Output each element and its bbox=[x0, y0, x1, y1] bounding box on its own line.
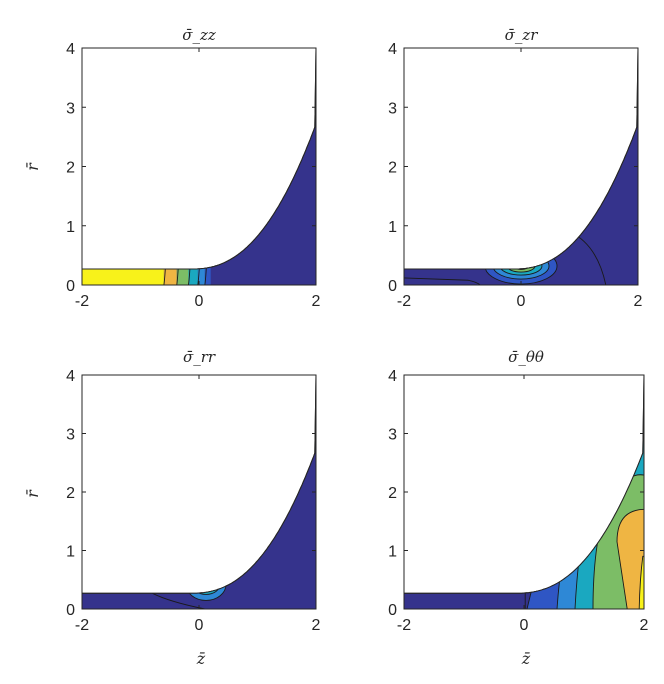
contour-plot-area bbox=[404, 48, 638, 285]
body-outline bbox=[82, 375, 316, 609]
contour-plot-area bbox=[82, 48, 316, 285]
y-tick-label: 0 bbox=[388, 278, 397, 295]
contour-band bbox=[203, 582, 209, 587]
contour-band bbox=[176, 225, 189, 285]
contour-band bbox=[196, 577, 216, 591]
y-tick-label: 2 bbox=[66, 485, 75, 502]
x-tick-label: -2 bbox=[397, 293, 411, 310]
contour-band bbox=[163, 225, 177, 285]
panel-title: σ̄_θθ bbox=[508, 348, 544, 366]
contour-band bbox=[517, 263, 525, 269]
y-tick-label: 0 bbox=[66, 602, 75, 619]
x-axis-label: z̄ bbox=[521, 649, 531, 668]
y-tick-label: 0 bbox=[66, 278, 75, 295]
y-axis-label: r̄ bbox=[23, 489, 42, 498]
contour-band bbox=[638, 555, 644, 609]
contour-band bbox=[185, 567, 227, 601]
y-axis-label: r̄ bbox=[23, 162, 42, 171]
contour-band bbox=[191, 573, 221, 595]
x-tick-label: 2 bbox=[640, 617, 649, 634]
x-tick-label: 0 bbox=[520, 617, 529, 634]
contour-band bbox=[506, 259, 536, 273]
body-outline bbox=[82, 48, 316, 285]
contour-band bbox=[200, 580, 212, 589]
contour-line bbox=[404, 277, 481, 285]
y-tick-label: 1 bbox=[66, 544, 75, 561]
contour-band bbox=[188, 225, 198, 285]
x-tick-label: 0 bbox=[195, 293, 204, 310]
contour-plot-area bbox=[82, 375, 316, 609]
panel-title: σ̄_rr bbox=[183, 348, 216, 366]
body-outline bbox=[404, 375, 644, 609]
x-axis-label: z̄ bbox=[196, 649, 206, 668]
contour-plot-area bbox=[404, 375, 644, 609]
x-tick-label: 2 bbox=[312, 617, 321, 634]
y-tick-label: 4 bbox=[66, 41, 75, 58]
y-tick-label: 0 bbox=[388, 602, 397, 619]
x-tick-label: -2 bbox=[75, 293, 89, 310]
panel-title: σ̄_zr bbox=[505, 26, 539, 44]
y-tick-label: 4 bbox=[388, 41, 397, 58]
body-region bbox=[82, 375, 316, 609]
y-tick-label: 3 bbox=[388, 427, 397, 444]
x-tick-label: 0 bbox=[517, 293, 526, 310]
y-tick-label: 4 bbox=[388, 368, 397, 385]
y-tick-label: 2 bbox=[66, 160, 75, 177]
x-tick-label: -2 bbox=[75, 617, 89, 634]
y-tick-label: 2 bbox=[388, 160, 397, 177]
y-tick-label: 1 bbox=[388, 219, 397, 236]
contour-line bbox=[289, 375, 304, 417]
panel-title: σ̄_zz bbox=[182, 26, 216, 44]
y-tick-label: 3 bbox=[66, 427, 75, 444]
x-tick-label: 0 bbox=[195, 617, 204, 634]
body-region bbox=[404, 48, 638, 285]
x-tick-label: 2 bbox=[312, 293, 321, 310]
y-tick-label: 1 bbox=[66, 219, 75, 236]
body-outline bbox=[404, 48, 638, 285]
body-region bbox=[82, 48, 316, 285]
y-tick-label: 3 bbox=[66, 100, 75, 117]
y-tick-label: 1 bbox=[388, 544, 397, 561]
y-tick-label: 2 bbox=[388, 485, 397, 502]
y-tick-label: 4 bbox=[66, 368, 75, 385]
x-tick-label: 2 bbox=[634, 293, 643, 310]
x-tick-label: -2 bbox=[397, 617, 411, 634]
y-tick-label: 3 bbox=[388, 100, 397, 117]
contour-band bbox=[82, 225, 164, 285]
